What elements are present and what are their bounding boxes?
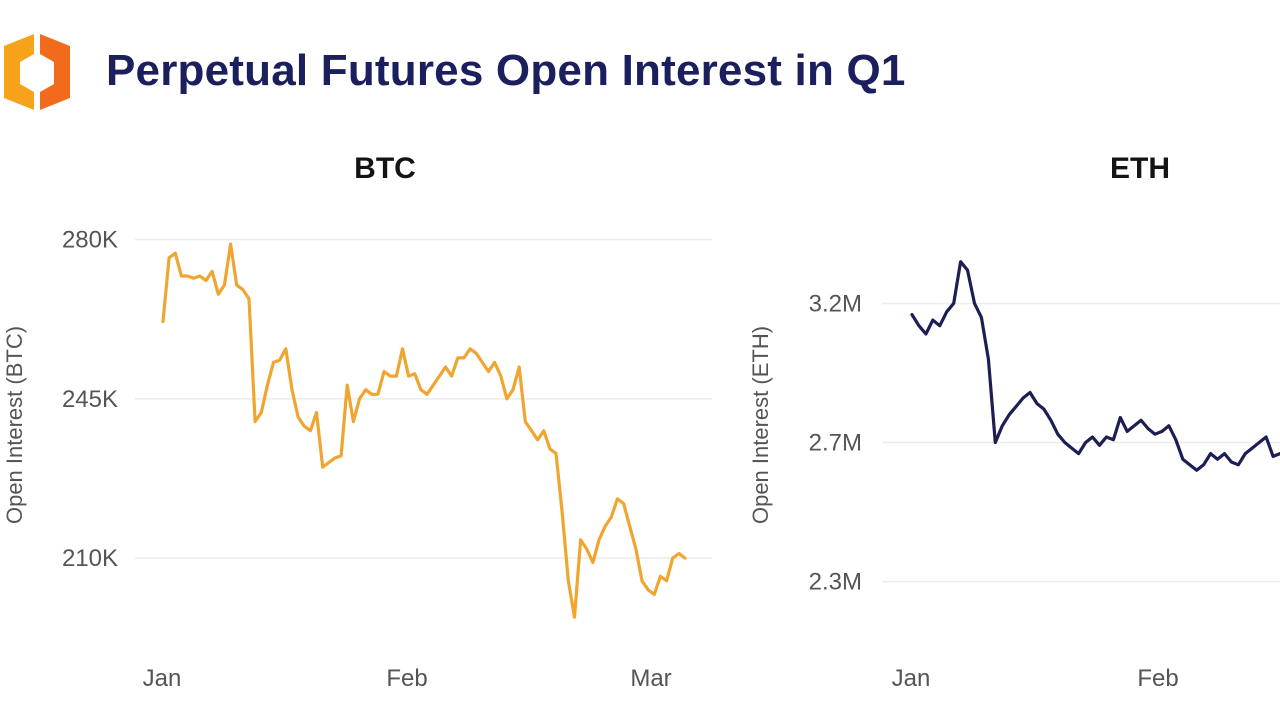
series-line — [910, 260, 1280, 472]
btc-chart-panel: BTC 280K 245K 210K Jan Feb Mar Open Interest (… — [0, 140, 740, 720]
x-tick-label: Feb — [386, 665, 427, 692]
header: Perpetual Futures Open Interest in Q1 — [0, 26, 1280, 122]
btc-chart-title: BTC — [354, 152, 416, 185]
eth-chart-title: ETH — [1110, 152, 1170, 185]
y-tick-label: 2.3M — [809, 569, 862, 596]
y-tick-label: 245K — [62, 386, 118, 413]
page-title: Perpetual Futures Open Interest in Q1 — [106, 46, 906, 95]
logo-shape-right — [40, 34, 70, 110]
y-axis-label: Open Interest (ETH) — [748, 326, 773, 524]
eth-line-chart: 3.2M 2.7M 2.3M Jan Feb Open Interest (ETH) — [748, 260, 1280, 692]
x-tick-label: Jan — [143, 665, 182, 692]
y-tick-label: 2.7M — [809, 430, 862, 457]
x-tick-label: Mar — [630, 665, 671, 692]
y-tick-label: 280K — [62, 227, 118, 254]
y-axis-label: Open Interest (BTC) — [2, 326, 27, 524]
y-tick-label: 3.2M — [809, 290, 862, 317]
y-tick-label: 210K — [62, 545, 118, 572]
series-line — [161, 242, 687, 619]
logo-shape-left — [4, 34, 34, 110]
x-tick-label: Jan — [892, 665, 931, 692]
x-tick-label: Feb — [1137, 665, 1178, 692]
eth-chart-panel: ETH 3.2M 2.7M 2.3M Jan Feb Open Interest (ETH… — [740, 140, 1280, 720]
btc-line-chart: 280K 245K 210K Jan Feb Mar Open Interest (BTC) — [2, 227, 712, 692]
orange-hexagon-logo-icon — [4, 34, 70, 110]
